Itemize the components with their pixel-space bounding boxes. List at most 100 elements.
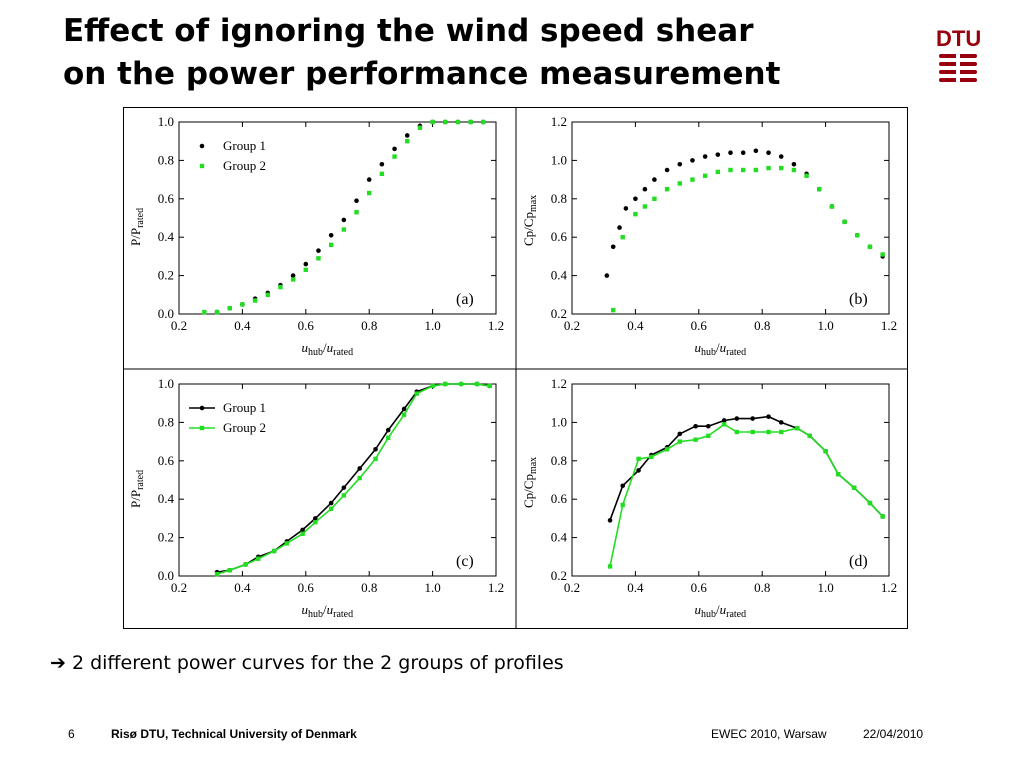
x-tick-label: 0.4 bbox=[627, 580, 644, 595]
y-axis-label-sub: max bbox=[528, 195, 539, 212]
series-2 bbox=[214, 381, 492, 577]
x-axis-label: uhub/urated bbox=[695, 340, 747, 358]
y-tick-label: 0.6 bbox=[551, 491, 568, 506]
data-point bbox=[341, 485, 347, 490]
x-tick-label: 1.2 bbox=[881, 580, 897, 595]
y-tick-label: 1.0 bbox=[158, 376, 174, 391]
x-axis-label-part: / bbox=[716, 602, 720, 617]
slide-title: Effect of ignoring the wind speed shear … bbox=[63, 10, 863, 96]
data-point bbox=[607, 518, 613, 523]
x-tick-label: 0.6 bbox=[298, 580, 315, 595]
data-point bbox=[417, 125, 423, 130]
data-point bbox=[328, 506, 334, 511]
footer-event: EWEC 2010, Warsaw bbox=[711, 727, 827, 741]
data-point bbox=[677, 161, 683, 167]
data-point bbox=[693, 423, 698, 429]
y-axis-label-sub: rated bbox=[135, 470, 146, 490]
y-axis: 0.2 0.4 0.6 0.8 1.0 1.2 bbox=[551, 376, 889, 583]
x-axis-label-part: u bbox=[327, 340, 334, 355]
data-point bbox=[401, 406, 407, 412]
data-point bbox=[778, 420, 784, 425]
y-axis: 0.0 0.2 0.4 0.6 0.8 1.0 bbox=[158, 114, 496, 321]
bullet-text: 2 different power curves for the 2 group… bbox=[71, 652, 564, 674]
data-point bbox=[766, 414, 771, 419]
data-point bbox=[392, 146, 397, 152]
x-axis-label-part: rated bbox=[726, 347, 746, 358]
series-2 bbox=[607, 422, 885, 569]
panel-label: (b) bbox=[849, 291, 868, 308]
data-point bbox=[405, 139, 410, 144]
y-tick-label: 1.0 bbox=[158, 114, 174, 129]
y-tick-label: 1.0 bbox=[551, 152, 567, 167]
y-axis-label-main: Cp/Cp bbox=[521, 474, 536, 508]
data-point bbox=[227, 568, 232, 573]
y-tick-label: 1.0 bbox=[551, 414, 567, 429]
data-point bbox=[702, 154, 708, 159]
logo-text: DTU bbox=[936, 26, 982, 51]
x-axis-label-part: rated bbox=[726, 609, 746, 620]
data-point bbox=[256, 556, 261, 561]
data-point bbox=[664, 447, 670, 452]
x-axis-label-part: u bbox=[720, 340, 727, 355]
legend-label: Group 2 bbox=[223, 158, 266, 173]
data-point bbox=[443, 381, 448, 387]
data-point bbox=[652, 177, 657, 182]
x-axis-label-part: u bbox=[695, 340, 702, 355]
legend-marker bbox=[199, 425, 205, 431]
data-point bbox=[642, 186, 648, 192]
data-point bbox=[328, 232, 334, 238]
y-axis: 0.0 0.2 0.4 0.6 0.8 1.0 bbox=[158, 376, 496, 583]
data-point bbox=[823, 449, 828, 454]
plot-frame bbox=[178, 121, 497, 315]
data-point bbox=[620, 502, 625, 508]
x-tick-label: 0.2 bbox=[564, 318, 580, 333]
x-tick-label: 0.6 bbox=[691, 580, 708, 595]
x-tick-label: 1.0 bbox=[817, 318, 833, 333]
data-point bbox=[867, 500, 873, 506]
x-axis-label-part: u bbox=[720, 602, 727, 617]
y-tick-label: 1.2 bbox=[551, 114, 567, 129]
data-point bbox=[817, 187, 822, 192]
x-axis-label-part: / bbox=[716, 340, 720, 355]
data-point bbox=[443, 119, 448, 125]
y-tick-label: 0.8 bbox=[158, 152, 174, 167]
data-point bbox=[677, 181, 682, 186]
x-tick-label: 0.8 bbox=[361, 318, 377, 333]
x-tick-label: 1.0 bbox=[424, 318, 440, 333]
plot-frame bbox=[178, 383, 497, 577]
chart-panel-a: 0.2 0.4 0.6 0.8 1.0 1.2 0.0 0.2 0.4 0.6 0.8 1.0 uhub… bbox=[124, 108, 514, 366]
y-tick-label: 0.8 bbox=[551, 453, 567, 468]
panel-label: (a) bbox=[456, 291, 474, 308]
legend: Group 1 Group 2 bbox=[189, 400, 266, 435]
data-point bbox=[842, 219, 847, 225]
data-point bbox=[341, 493, 347, 498]
data-point bbox=[379, 161, 385, 167]
x-tick-label: 0.2 bbox=[171, 580, 187, 595]
x-tick-label: 1.0 bbox=[424, 580, 440, 595]
y-axis-label-main: P/P bbox=[128, 490, 143, 508]
data-point bbox=[373, 456, 378, 462]
data-point bbox=[642, 204, 648, 209]
footer-date: 22/04/2010 bbox=[863, 727, 924, 741]
y-tick-label: 0.4 bbox=[158, 491, 175, 506]
data-point bbox=[354, 210, 359, 215]
chart-panel-c: 0.2 0.4 0.6 0.8 1.0 1.2 0.0 0.2 0.4 0.6 0.8 1.0 uhub… bbox=[124, 370, 514, 628]
y-tick-label: 0.4 bbox=[551, 530, 568, 545]
x-axis-label-part: / bbox=[323, 340, 327, 355]
data-point bbox=[392, 154, 397, 159]
data-point bbox=[702, 173, 708, 178]
data-point bbox=[753, 167, 759, 173]
data-point bbox=[243, 562, 248, 567]
y-axis-label-sub: max bbox=[528, 457, 539, 474]
series-2 bbox=[202, 119, 486, 315]
data-point bbox=[706, 433, 711, 439]
footer-organization: Risø DTU, Technical University of Denmar… bbox=[111, 727, 357, 741]
y-tick-label: 1.2 bbox=[551, 376, 567, 391]
data-point bbox=[779, 429, 784, 435]
data-point bbox=[316, 256, 321, 261]
y-axis: 0.2 0.4 0.6 0.8 1.0 1.2 bbox=[551, 114, 889, 321]
y-tick-label: 0.2 bbox=[158, 530, 174, 545]
y-axis-label: P/Prated bbox=[128, 208, 146, 246]
data-point bbox=[401, 412, 407, 417]
data-point bbox=[728, 167, 733, 173]
